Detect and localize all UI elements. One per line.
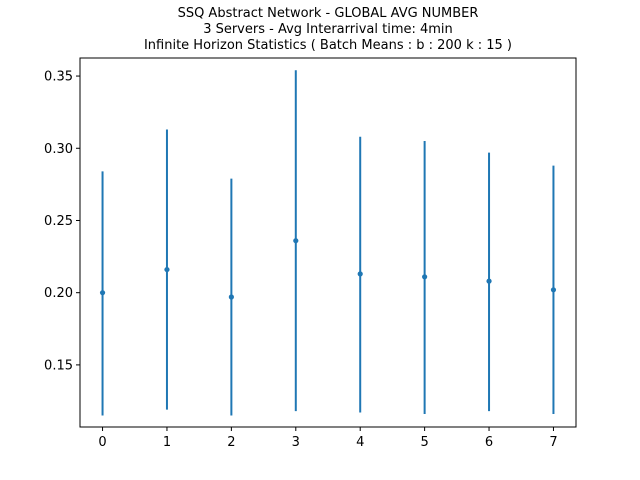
title-line-2: 3 Servers - Avg Interarrival time: 4min [203, 22, 453, 37]
x-tick-label-4: 4 [356, 435, 364, 450]
data-point-5 [422, 274, 428, 280]
data-point-4 [357, 271, 363, 277]
x-tick-label-1: 1 [163, 435, 171, 450]
data-marks [99, 70, 557, 416]
y-tick-label-1: 0.20 [44, 286, 73, 301]
axes: 0 1 2 3 4 5 6 7 0.15 0.20 0.25 0.30 0.35 [44, 57, 577, 450]
x-tick-label-7: 7 [549, 435, 557, 450]
chart-title: SSQ Abstract Network - GLOBAL AVG NUMBER… [144, 6, 512, 53]
plot-frame [79, 57, 577, 428]
x-tick-label-2: 2 [227, 435, 235, 450]
title-line-1: SSQ Abstract Network - GLOBAL AVG NUMBER [178, 6, 479, 21]
title-line-3: Infinite Horizon Statistics ( Batch Mean… [144, 38, 512, 53]
data-point-3 [293, 238, 299, 244]
y-tick-label-0: 0.15 [44, 358, 73, 373]
x-tick-label-0: 0 [98, 435, 106, 450]
x-tick-label-6: 6 [485, 435, 493, 450]
y-tick-label-3: 0.30 [44, 142, 73, 157]
x-tick-label-3: 3 [292, 435, 300, 450]
data-point-6 [486, 278, 492, 284]
data-point-0 [99, 290, 106, 296]
x-tick-label-5: 5 [420, 435, 428, 450]
y-tick-label-4: 0.35 [44, 70, 73, 85]
data-point-7 [550, 287, 557, 293]
data-point-2 [228, 294, 234, 300]
y-tick-label-2: 0.25 [44, 214, 73, 229]
data-point-1 [164, 266, 170, 273]
